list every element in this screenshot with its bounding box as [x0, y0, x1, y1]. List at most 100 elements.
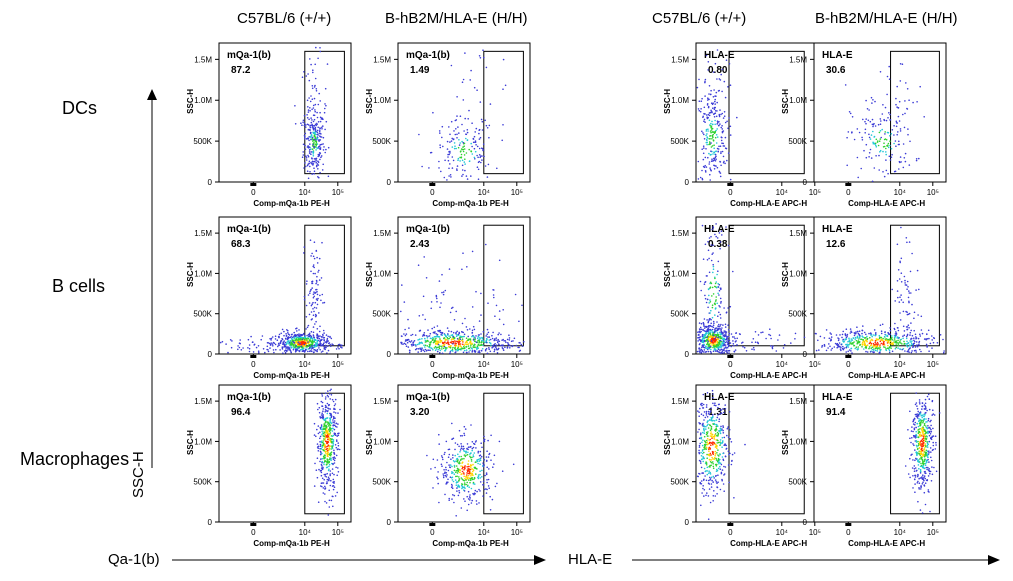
event-dot: [705, 428, 707, 430]
event-dot: [310, 311, 313, 313]
event-dot: [701, 341, 704, 344]
event-dot: [719, 444, 721, 447]
event-dot: [523, 340, 525, 343]
event-dot: [704, 325, 707, 328]
event-dot: [704, 297, 707, 300]
event-dot: [284, 341, 287, 344]
event-dot: [482, 340, 485, 342]
event-dot: [839, 334, 841, 336]
event-dot: [450, 64, 453, 67]
event-dot: [845, 351, 847, 353]
event-dot: [323, 449, 325, 452]
event-dot: [323, 432, 325, 435]
event-dot: [702, 439, 704, 442]
event-dot: [902, 310, 905, 313]
event-dot: [926, 333, 928, 335]
event-dot: [696, 350, 699, 353]
event-dot: [303, 114, 306, 117]
event-dot: [722, 426, 725, 429]
event-dot: [771, 347, 774, 350]
event-dot: [707, 61, 710, 63]
event-dot: [469, 456, 472, 459]
event-dot: [320, 118, 323, 120]
event-dot: [441, 352, 444, 355]
event-dot: [775, 350, 778, 352]
event-dot: [410, 334, 412, 337]
event-dot: [293, 334, 296, 336]
event-dot: [424, 346, 426, 348]
event-dot: [701, 130, 703, 133]
event-dot: [911, 343, 913, 346]
event-dot: [711, 295, 713, 297]
event-dot: [409, 341, 412, 343]
event-dot: [870, 134, 873, 136]
event-dot: [315, 143, 318, 145]
event-dot: [706, 143, 708, 146]
event-dot: [471, 335, 473, 338]
event-dot: [400, 310, 402, 313]
event-dot: [444, 471, 446, 474]
event-dot: [489, 350, 492, 353]
event-dot: [464, 465, 466, 467]
event-dot: [883, 342, 885, 345]
axis-marker: [727, 355, 734, 358]
event-dot: [323, 438, 325, 440]
event-dot: [327, 410, 329, 412]
event-dot: [892, 341, 894, 344]
event-dot: [920, 350, 922, 353]
event-dot: [849, 112, 852, 115]
event-dot: [308, 118, 310, 121]
event-dot: [430, 307, 433, 310]
event-dot: [475, 144, 477, 146]
event-dot: [711, 145, 714, 147]
event-dot: [326, 337, 329, 340]
event-dot: [445, 335, 448, 338]
event-dot: [905, 284, 908, 286]
event-dot: [703, 419, 705, 421]
event-dot: [697, 336, 700, 339]
event-dot: [897, 343, 900, 345]
event-dot: [310, 288, 312, 291]
event-dot: [714, 456, 716, 459]
event-dot: [454, 145, 456, 147]
event-dot: [714, 282, 717, 285]
event-dot: [713, 322, 715, 325]
y-tick-label: 1.5M: [373, 55, 391, 64]
event-dot: [730, 345, 732, 348]
event-dot: [703, 489, 706, 491]
event-dot: [720, 323, 722, 326]
event-dot: [406, 339, 409, 342]
event-dot: [288, 342, 290, 345]
event-dot: [877, 123, 880, 126]
event-dot: [310, 117, 312, 119]
event-dot: [880, 120, 882, 122]
event-dot: [712, 265, 715, 268]
event-dot: [486, 333, 489, 336]
event-dot: [295, 341, 298, 344]
event-dot: [706, 104, 709, 106]
event-dot: [309, 148, 311, 151]
event-dot: [436, 476, 438, 479]
event-dot: [483, 56, 485, 59]
event-dot: [449, 152, 451, 154]
event-dot: [449, 352, 451, 355]
event-dot: [487, 302, 489, 305]
event-dot: [853, 138, 856, 141]
event-dot: [328, 447, 331, 449]
event-dot: [429, 344, 431, 347]
event-dot: [714, 450, 717, 453]
event-dot: [709, 312, 711, 314]
event-dot: [768, 333, 770, 336]
event-dot: [280, 340, 282, 342]
event-dot: [441, 465, 443, 468]
event-dot: [309, 343, 312, 346]
event-dot: [304, 138, 306, 140]
event-dot: [866, 335, 868, 338]
event-dot: [699, 442, 701, 445]
event-dot: [895, 346, 898, 349]
event-dot: [331, 495, 334, 498]
event-dot: [325, 341, 328, 344]
event-dot: [459, 451, 461, 453]
event-dot: [723, 465, 725, 468]
